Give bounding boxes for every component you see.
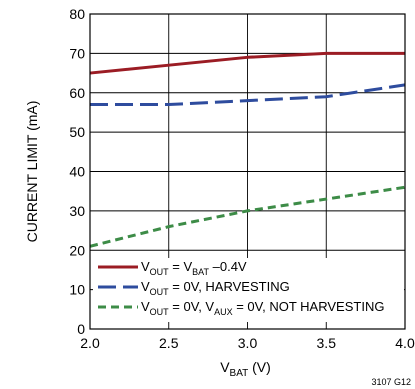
legend-text-part: = 0V, NOT HARVESTING <box>233 299 385 314</box>
legend-text-part: V <box>141 259 150 274</box>
series-line-2 <box>90 83 406 107</box>
y-tick-label: 20 <box>69 242 85 258</box>
x-tick-label: 2.5 <box>159 335 179 351</box>
legend-label-3: VOUT = 0V, VAUX = 0V, NOT HARVESTING <box>141 299 384 317</box>
series-line-1 <box>89 51 405 75</box>
x-axis-label-main: V <box>220 359 230 375</box>
y-tick-label: 80 <box>69 6 85 22</box>
x-tick-label: 3.0 <box>238 335 258 351</box>
legend-label-2: VOUT = 0V, HARVESTING <box>141 279 290 297</box>
x-tick-label: 3.5 <box>317 335 337 351</box>
y-tick-label: 30 <box>69 203 85 219</box>
y-tick-label: 70 <box>69 45 85 61</box>
legend-text-part: = 0V, HARVESTING <box>169 279 290 294</box>
figure-id: 3107 G12 <box>371 377 411 387</box>
legend-text-part: = 0V, V <box>169 299 215 314</box>
y-axis-label: CURRENT LIMIT (mA) <box>24 101 40 243</box>
y-tick-label: 40 <box>69 164 85 180</box>
data-series <box>89 51 406 248</box>
x-axis-label-sub: BAT <box>230 368 249 379</box>
legend-text-part: = V <box>169 259 193 274</box>
legend-text-part: V <box>141 299 150 314</box>
x-tick-label: 4.0 <box>395 335 415 351</box>
plot-frame <box>89 13 406 330</box>
x-axis-label: VBAT (V) <box>220 359 271 379</box>
legend-text-part: OUT <box>150 307 170 317</box>
legend-text-part: V <box>141 279 150 294</box>
legend-background <box>93 258 404 322</box>
legend-text-part: OUT <box>150 287 170 297</box>
legend-text-part: OUT <box>150 267 170 277</box>
legend-text-part: BAT <box>192 267 209 277</box>
y-tick-label: 60 <box>69 85 85 101</box>
legend-text-part: AUX <box>214 307 233 317</box>
y-tick-label: 50 <box>69 124 85 140</box>
x-axis-label-unit: (V) <box>248 359 271 375</box>
y-tick-label: 10 <box>69 282 85 298</box>
x-tick-label: 2.0 <box>80 335 100 351</box>
tick-labels: 2.0 2.5 3.0 3.5 4.0 0 10 20 30 40 50 60 70 80 <box>69 6 415 351</box>
y-tick-label: 0 <box>77 321 85 337</box>
legend-text-part: –0.4V <box>209 259 247 274</box>
series-line-3 <box>89 185 406 248</box>
legend-label-1: VOUT = VBAT –0.4V <box>141 259 247 277</box>
